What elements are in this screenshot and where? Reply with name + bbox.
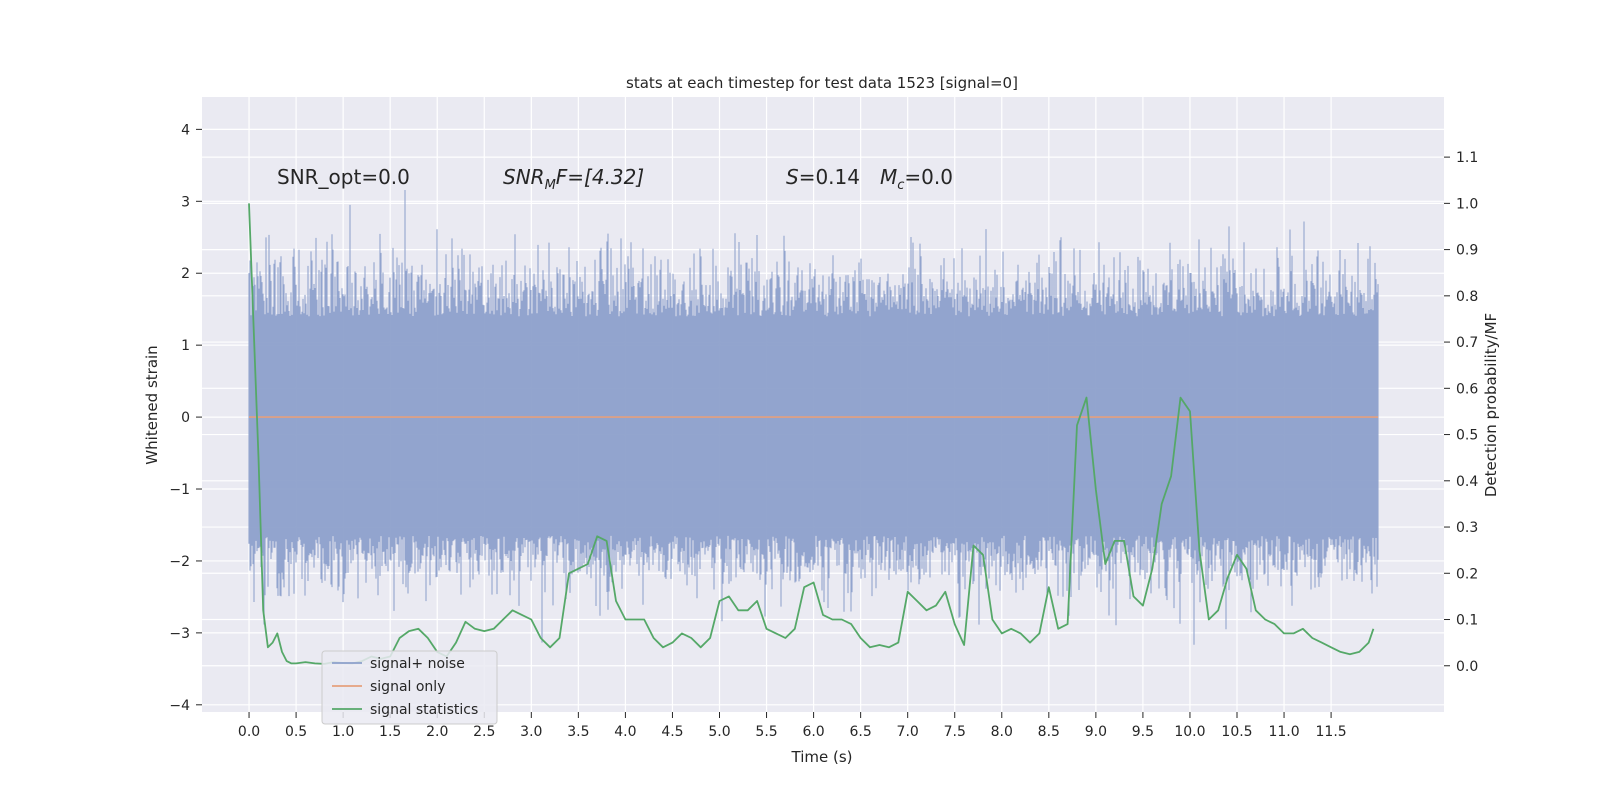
y-right-tick-label: 0.2 <box>1456 566 1478 582</box>
y-right-tick-label: 0.8 <box>1456 289 1478 305</box>
y-right-tick-label: 0.0 <box>1456 659 1478 675</box>
x-tick-label: 1.5 <box>379 724 401 740</box>
x-tick-label: 2.0 <box>426 724 448 740</box>
y-right-tick-label: 0.5 <box>1456 428 1478 444</box>
y-left-tick-label: 2 <box>181 266 190 282</box>
x-tick-label: 3.5 <box>567 724 589 740</box>
x-tick-label: 10.5 <box>1221 724 1252 740</box>
y-left-tick-label: −1 <box>169 482 190 498</box>
y-right-tick-label: 0.6 <box>1456 381 1478 397</box>
y-right-tick-label: 0.1 <box>1456 613 1478 629</box>
x-tick-label: 2.5 <box>473 724 495 740</box>
x-tick-label: 8.0 <box>991 724 1013 740</box>
chart-title: stats at each timestep for test data 152… <box>626 74 1018 92</box>
x-tick-label: 11.0 <box>1268 724 1299 740</box>
x-tick-label: 7.5 <box>944 724 966 740</box>
annotation-snr-mf: SNRMF=[4.32] <box>503 165 644 193</box>
y-right-tick-label: 1.1 <box>1456 150 1478 166</box>
x-tick-label: 1.0 <box>332 724 354 740</box>
legend-label-signal-statistics: signal statistics <box>370 702 478 718</box>
mc-label: M <box>880 165 897 189</box>
y-left-axis-title: Whitened strain <box>143 345 161 464</box>
x-tick-label: 11.5 <box>1316 724 1347 740</box>
x-axis-title: Time (s) <box>791 748 853 766</box>
y-right-tick-label: 0.4 <box>1456 474 1478 490</box>
snr-mf-label: SNR <box>503 165 545 189</box>
x-tick-label: 5.5 <box>755 724 777 740</box>
mc-value: =0.0 <box>904 165 953 189</box>
y-right-tick-label: 0.3 <box>1456 520 1478 536</box>
y-left-axis-ticks: 4 3 2 1 0 −1 −2 −3 −4 <box>169 122 202 714</box>
x-tick-label: 9.0 <box>1085 724 1107 740</box>
y-left-tick-label: 4 <box>181 122 190 138</box>
x-tick-label: 0.0 <box>238 724 260 740</box>
y-left-tick-label: 3 <box>181 194 190 210</box>
mc-subscript: c <box>897 178 904 193</box>
s-value: =0.14 <box>799 165 860 189</box>
y-right-axis-title: Detection probability/MF <box>1482 313 1500 497</box>
y-right-tick-label: 0.9 <box>1456 243 1478 259</box>
signal-noise-trace <box>248 190 1379 645</box>
x-tick-label: 0.5 <box>285 724 307 740</box>
signal-statistics-line <box>248 203 1375 665</box>
annotation-mc: Mc=0.0 <box>880 165 953 193</box>
x-tick-label: 5.0 <box>708 724 730 740</box>
x-tick-label: 6.0 <box>802 724 824 740</box>
y-left-tick-label: 0 <box>181 410 190 426</box>
series-signal-noise <box>248 190 1379 645</box>
y-left-tick-label: 1 <box>181 338 190 354</box>
x-tick-label: 10.0 <box>1174 724 1205 740</box>
legend-label-signal-only: signal only <box>370 679 445 695</box>
legend: signal+ noise signal only signal statist… <box>321 650 498 725</box>
s-label: S <box>786 165 799 189</box>
x-tick-label: 6.5 <box>850 724 872 740</box>
legend-box <box>321 650 498 725</box>
x-tick-label: 7.0 <box>897 724 919 740</box>
y-left-tick-label: −2 <box>169 554 190 570</box>
x-tick-label: 3.0 <box>520 724 542 740</box>
series-signal-statistics <box>248 203 1375 665</box>
y-left-tick-label: −3 <box>169 626 190 642</box>
annotation-snr-opt: SNR_opt=0.0 <box>277 165 410 189</box>
x-tick-label: 4.5 <box>661 724 683 740</box>
y-right-tick-label: 1.0 <box>1456 196 1478 212</box>
x-tick-label: 4.0 <box>614 724 636 740</box>
x-tick-label: 8.5 <box>1038 724 1060 740</box>
annotation-s: S=0.14 <box>786 165 860 189</box>
snr-mf-rest: F=[4.32] <box>556 165 644 189</box>
y-right-tick-label: 0.7 <box>1456 335 1478 351</box>
x-axis-ticks: 0.0 0.5 1.0 1.5 2.0 2.5 3.0 3.5 4.0 4.5 5.0 5.5 6.0 6… <box>238 712 1347 740</box>
legend-label-signal-noise: signal+ noise <box>370 656 465 672</box>
y-left-tick-label: −4 <box>169 698 190 714</box>
y-right-axis-ticks: 1.1 1.0 0.9 0.8 0.7 0.6 0.5 0.4 0.3 0.2 0.1 0.0 <box>1444 150 1478 675</box>
x-tick-label: 9.5 <box>1132 724 1154 740</box>
snr-mf-subscript: M <box>545 178 556 193</box>
